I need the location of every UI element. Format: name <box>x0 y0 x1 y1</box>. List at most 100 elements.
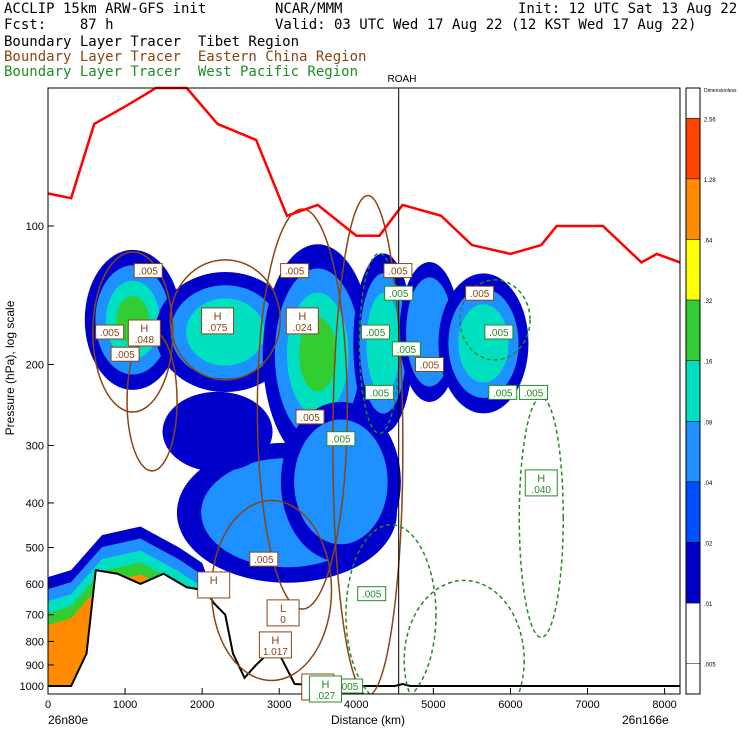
contour-label-box-2 <box>383 263 413 279</box>
x-tick-label-8: 8000 <box>652 699 676 711</box>
colorbar-level-0: 2.56 <box>704 117 716 123</box>
y-axis-label: Pressure (hPa), log scale <box>3 300 17 435</box>
colorbar: 2.56 1.28 .64 .32 .16 .08 .04 .02 .01 .005 Dimensi… <box>685 87 737 695</box>
tracer-plume-2-level-3 <box>299 316 337 392</box>
tracer-plume-5-level-2 <box>458 304 509 383</box>
x-left-endpoint: 26n80e <box>48 713 88 727</box>
colorbar-level-8: .01 <box>704 602 713 608</box>
colorbar-swatch-4 <box>685 360 701 422</box>
x-tick-label-7: 7000 <box>575 699 599 711</box>
extrema-letter-4: L <box>280 603 286 615</box>
contour-label-box-8 <box>249 551 279 567</box>
contour-label-1: .005 <box>285 267 305 278</box>
contour-label-box-15 <box>519 384 549 400</box>
valid-time: Valid: 03 UTC Wed 17 Aug 22 (12 KST Wed … <box>275 17 697 33</box>
y-tick-label-6: 700 <box>26 610 44 622</box>
init-time: Init: 12 UTC Sat 13 Aug 22 <box>518 1 738 17</box>
y-tick-label-1: 200 <box>26 359 44 371</box>
extrema-value-7: .040 <box>532 485 552 496</box>
contour-label-box-13 <box>364 384 394 400</box>
contour-label-box-16 <box>357 586 387 602</box>
extrema-box-3 <box>197 571 231 599</box>
legend-tibet: Boundary Layer Tracer Tibet Region <box>4 34 300 50</box>
y-tick-label-5: 600 <box>26 579 44 591</box>
colorbar-level-2: .64 <box>704 239 713 245</box>
colorbar-swatch-1 <box>685 178 701 240</box>
contour-label-box-6 <box>295 409 325 425</box>
colorbar-level-9: .005 <box>704 663 716 669</box>
extrema-box-1 <box>201 307 235 335</box>
contour-label-box-3 <box>465 285 495 301</box>
colorbar-level-5: .08 <box>704 420 713 426</box>
contour-label-4: .005 <box>100 328 120 339</box>
extrema-box-8 <box>308 675 342 703</box>
x-tick-label-4: 4000 <box>344 699 368 711</box>
contour-labels: .005 .005 .005 .005 .005 .005 .005 .005 .005 .005… <box>95 263 558 703</box>
center-label: NCAR/MMM <box>275 1 343 17</box>
y-tick-label-7: 800 <box>26 636 44 648</box>
x-tick-label-6: 6000 <box>498 699 522 711</box>
contour-label-11: .005 <box>366 328 386 339</box>
contour-label-0: .005 <box>138 267 158 278</box>
terrain-fill <box>48 570 680 694</box>
tracer-plume-8-level-0 <box>162 391 273 472</box>
y-tick-label-8: 900 <box>26 660 44 672</box>
x-tick-label-2: 2000 <box>190 699 214 711</box>
extrema-value-8: .027 <box>316 691 336 702</box>
contour-label-box-5 <box>110 346 140 362</box>
west-pacific-contour-0 <box>345 524 437 694</box>
model-title: ACCLIP 15km ARW-GFS init <box>4 1 207 17</box>
contour-label-2: .005 <box>388 267 408 278</box>
tracer-plume-3-level-2 <box>366 293 401 394</box>
contour-label-box-1 <box>280 263 310 279</box>
extrema-box-0 <box>127 319 161 347</box>
forecast-hour: Fcst: 87 h <box>4 17 114 33</box>
contour-label-7: .005 <box>420 360 440 371</box>
colorbar-level-3: .32 <box>704 299 713 305</box>
contour-label-6: .005 <box>300 413 320 424</box>
contour-label-16: .005 <box>362 590 382 601</box>
legend-west-pacific: Boundary Layer Tracer West Pacific Regio… <box>4 64 359 80</box>
contour-label-box-12 <box>484 324 514 340</box>
colorbar-swatch-6 <box>685 481 701 543</box>
colorbar-title: Dimensionless <box>704 88 737 94</box>
x-tick-label-0: 0 <box>45 699 51 711</box>
west-pacific-contour-2 <box>518 396 565 639</box>
eastern-china-contour-0 <box>92 251 174 413</box>
extrema-value-1: .075 <box>208 323 228 334</box>
contour-label-box-7 <box>415 356 445 372</box>
colorbar-level-4: .16 <box>704 360 713 366</box>
tracer-plume-7-level-1 <box>294 419 388 545</box>
contour-label-8: .005 <box>254 555 274 566</box>
extrema-letter-0: H <box>140 323 148 335</box>
contour-label-box-0 <box>133 263 163 279</box>
colorbar-swatch-0 <box>685 118 701 180</box>
colorbar-level-6: .04 <box>704 481 713 487</box>
extrema-box-7 <box>524 469 558 497</box>
plot-frame <box>47 87 681 695</box>
contour-label-14: .005 <box>331 435 351 446</box>
contour-label-box-11 <box>361 324 391 340</box>
line-layer <box>47 86 681 694</box>
contour-label-19: .005 <box>339 682 359 693</box>
y-tick-label-0: 100 <box>26 221 44 233</box>
x-axis-label: Distance (km) <box>331 713 405 727</box>
contour-label-17: .005 <box>493 388 513 399</box>
extrema-value-0: .048 <box>135 335 155 346</box>
west-pacific-contour-1 <box>459 279 531 361</box>
legend-eastern-china: Boundary Layer Tracer Eastern China Regi… <box>4 49 367 65</box>
x-tick-label-1: 1000 <box>113 699 137 711</box>
contour-label-3: .005 <box>470 289 490 300</box>
extrema-value-5: 1.017 <box>263 647 288 658</box>
extrema-letter-1: H <box>214 311 222 323</box>
extrema-box-4 <box>266 599 300 627</box>
colorbar-swatch-7 <box>685 542 701 604</box>
y-tick-label-4: 500 <box>26 543 44 555</box>
colorbar-level-1: 1.28 <box>704 178 716 184</box>
west-pacific-contour-3 <box>403 579 525 694</box>
contour-label-5: .005 <box>115 350 135 361</box>
extrema-value-4: 0 <box>280 615 286 626</box>
x-right-endpoint: 26n166e <box>622 713 669 727</box>
colorbar-swatch-5 <box>685 421 701 483</box>
contour-layer <box>92 194 565 694</box>
